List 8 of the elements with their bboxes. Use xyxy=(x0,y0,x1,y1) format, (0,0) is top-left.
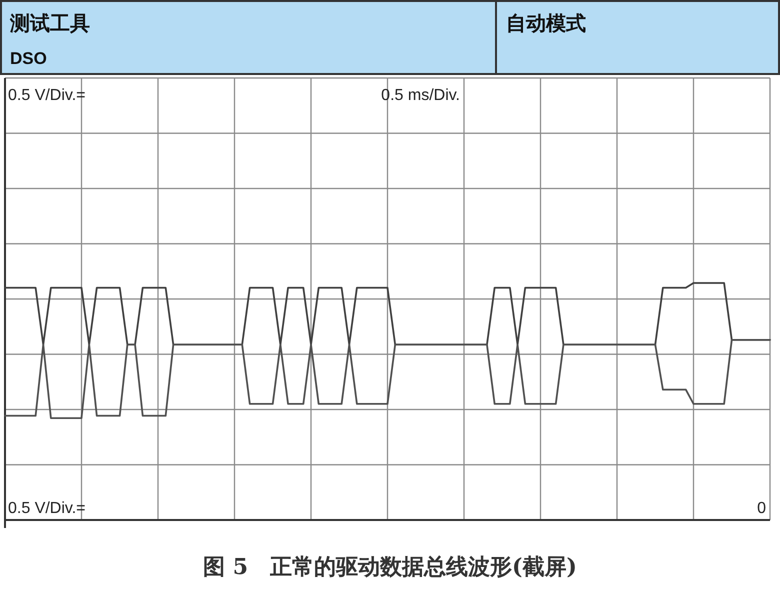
text: 0.5 V/Div.= xyxy=(8,87,86,104)
text: 自动模式 xyxy=(506,13,586,35)
text: 0.5 ms/Div. xyxy=(381,87,460,104)
annotation: 0.5 V/Div.= xyxy=(8,500,86,517)
text: DSO xyxy=(10,49,47,68)
text: 测试工具 xyxy=(9,13,90,35)
annotation: 0 xyxy=(757,500,766,517)
caption: 图 5 正常的驱动数据总线波形(截屏) xyxy=(203,554,577,580)
